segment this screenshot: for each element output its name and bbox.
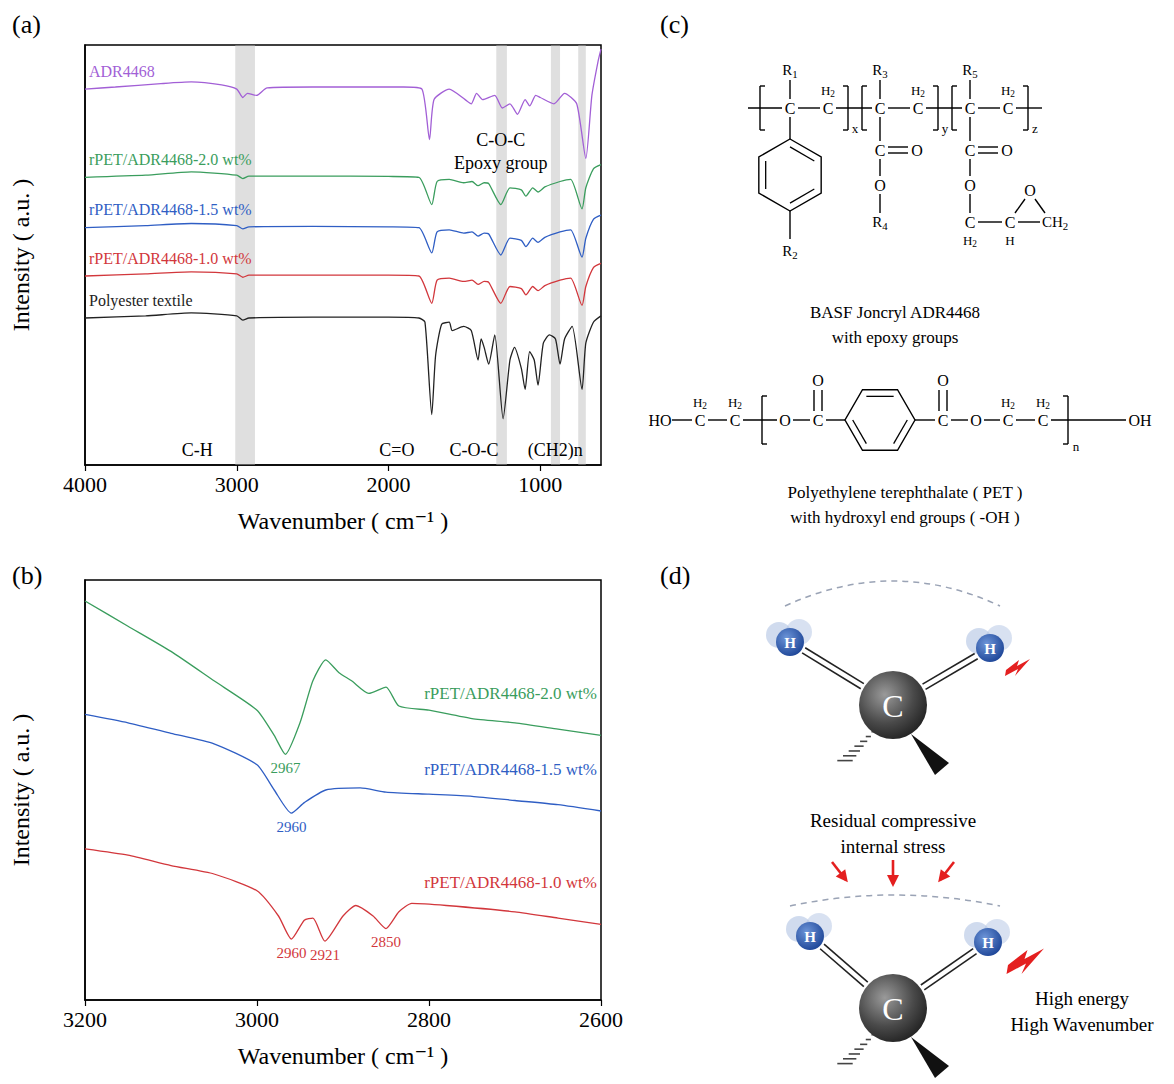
svg-text:n: n (1073, 439, 1080, 454)
svg-text:C-H: C-H (182, 440, 213, 460)
svg-text:H2: H2 (693, 395, 707, 412)
svg-text:H2: H2 (911, 83, 925, 100)
svg-text:R4: R4 (872, 214, 888, 232)
svg-text:O: O (964, 177, 976, 194)
svg-text:R5: R5 (962, 62, 977, 80)
svg-text:C=O: C=O (379, 440, 414, 460)
svg-text:C: C (965, 214, 976, 231)
svg-text:2800: 2800 (407, 1007, 451, 1032)
svg-text:(CH2)n: (CH2)n (528, 440, 583, 461)
svg-text:C: C (875, 100, 886, 117)
svg-text:(c): (c) (660, 10, 689, 39)
svg-text:C: C (1003, 100, 1014, 117)
svg-text:H2: H2 (1001, 395, 1015, 412)
svg-text:H: H (982, 935, 994, 951)
svg-text:Intensity ( a.u. ): Intensity ( a.u. ) (8, 179, 34, 332)
svg-text:Intensity ( a.u. ): Intensity ( a.u. ) (8, 714, 34, 867)
svg-text:H: H (1005, 233, 1014, 248)
svg-text:ADR4468: ADR4468 (89, 63, 155, 80)
svg-text:C: C (882, 991, 903, 1027)
svg-text:H2: H2 (728, 395, 742, 412)
svg-text:H: H (804, 929, 816, 945)
svg-text:1000: 1000 (518, 472, 562, 497)
svg-text:OH: OH (1128, 412, 1152, 429)
svg-text:R2: R2 (782, 243, 797, 261)
svg-text:C: C (695, 412, 706, 429)
svg-text:O: O (812, 372, 824, 389)
svg-text:with epoxy groups: with epoxy groups (832, 328, 959, 347)
svg-text:H2: H2 (1001, 83, 1015, 100)
svg-text:C: C (785, 100, 796, 117)
svg-text:C-O-C: C-O-C (476, 130, 525, 150)
svg-text:rPET/ADR4468-1.0 wt%: rPET/ADR4468-1.0 wt% (424, 873, 597, 892)
svg-text:2850: 2850 (371, 934, 401, 950)
svg-text:H: H (984, 641, 996, 657)
svg-text:rPET/ADR4468-2.0 wt%: rPET/ADR4468-2.0 wt% (424, 684, 597, 703)
svg-text:C: C (965, 142, 976, 159)
svg-text:rPET/ADR4468-1.5 wt%: rPET/ADR4468-1.5 wt% (424, 760, 597, 779)
svg-text:O: O (937, 372, 949, 389)
svg-text:O: O (874, 177, 886, 194)
svg-text:Polyester textile: Polyester textile (89, 292, 193, 310)
svg-text:C: C (965, 100, 976, 117)
svg-text:C: C (913, 100, 924, 117)
svg-text:O: O (970, 412, 982, 429)
svg-text:(a): (a) (12, 10, 41, 39)
svg-text:O: O (1024, 182, 1036, 199)
svg-text:2967: 2967 (270, 760, 301, 776)
svg-text:C: C (813, 412, 824, 429)
svg-text:R3: R3 (872, 62, 887, 80)
svg-text:High Wavenumber: High Wavenumber (1010, 1014, 1154, 1035)
svg-text:3200: 3200 (63, 1007, 107, 1032)
svg-text:C: C (882, 688, 903, 724)
svg-text:Wavenumber ( cm⁻¹ ): Wavenumber ( cm⁻¹ ) (238, 1043, 449, 1069)
svg-text:C: C (823, 100, 834, 117)
svg-text:2000: 2000 (367, 472, 411, 497)
svg-text:y: y (942, 121, 949, 136)
svg-text:3000: 3000 (235, 1007, 279, 1032)
svg-text:Epoxy group: Epoxy group (454, 153, 548, 173)
svg-text:C-O-C: C-O-C (449, 440, 498, 460)
svg-text:z: z (1032, 121, 1038, 136)
svg-text:CH2: CH2 (1042, 214, 1068, 232)
svg-text:2960: 2960 (276, 819, 306, 835)
svg-text:C: C (875, 142, 886, 159)
svg-text:C: C (730, 412, 741, 429)
svg-text:4000: 4000 (63, 472, 107, 497)
svg-text:2921: 2921 (310, 947, 340, 963)
svg-text:O: O (779, 412, 791, 429)
svg-text:C: C (1005, 214, 1016, 231)
svg-text:2600: 2600 (579, 1007, 623, 1032)
svg-text:x: x (852, 121, 859, 136)
svg-text:H: H (784, 635, 796, 651)
svg-text:rPET/ADR4468-1.5 wt%: rPET/ADR4468-1.5 wt% (89, 201, 252, 218)
svg-text:BASF Joncryl ADR4468: BASF Joncryl ADR4468 (810, 303, 980, 322)
svg-text:2960: 2960 (276, 945, 306, 961)
svg-text:H2: H2 (821, 83, 835, 100)
svg-text:H2: H2 (1036, 395, 1050, 412)
svg-text:rPET/ADR4468-1.0 wt%: rPET/ADR4468-1.0 wt% (89, 250, 252, 267)
svg-text:HO: HO (648, 412, 671, 429)
svg-text:C: C (938, 412, 949, 429)
svg-text:High energy: High energy (1035, 988, 1130, 1009)
svg-text:(d): (d) (660, 561, 690, 590)
svg-text:O: O (1001, 142, 1013, 159)
svg-text:with hydroxyl end groups ( -OH: with hydroxyl end groups ( -OH ) (790, 508, 1019, 527)
svg-text:Residual compressive: Residual compressive (810, 810, 976, 831)
svg-text:O: O (911, 142, 923, 159)
svg-text:C: C (1038, 412, 1049, 429)
svg-text:R1: R1 (782, 62, 797, 80)
svg-text:Wavenumber ( cm⁻¹ ): Wavenumber ( cm⁻¹ ) (238, 508, 449, 534)
svg-text:3000: 3000 (215, 472, 259, 497)
svg-text:internal stress: internal stress (840, 836, 945, 857)
svg-text:(b): (b) (12, 561, 42, 590)
svg-text:Polyethylene terephthalate ( P: Polyethylene terephthalate ( PET ) (788, 483, 1023, 502)
svg-text:H2: H2 (963, 233, 977, 250)
svg-text:rPET/ADR4468-2.0 wt%: rPET/ADR4468-2.0 wt% (89, 151, 252, 168)
svg-text:C: C (1003, 412, 1014, 429)
